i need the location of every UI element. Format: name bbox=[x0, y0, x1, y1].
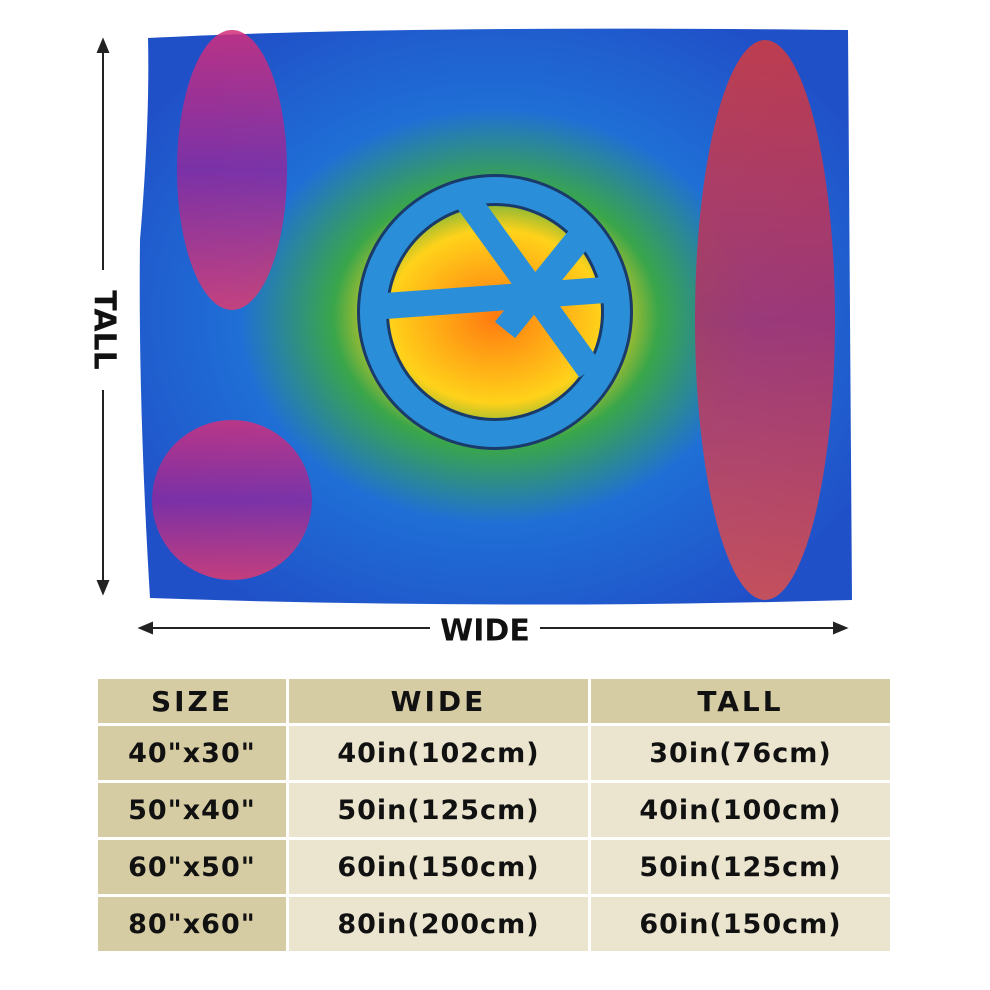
header-cell: SIZE bbox=[98, 679, 286, 723]
table-cell: 60in(150cm) bbox=[587, 897, 890, 951]
blanket bbox=[139, 28, 852, 605]
header-row: SIZE WIDE TALL bbox=[98, 679, 890, 723]
table-cell: 30in(76cm) bbox=[587, 726, 890, 780]
table-cell: 40in(100cm) bbox=[587, 783, 890, 837]
peace-sign bbox=[357, 174, 633, 450]
header-cell: WIDE bbox=[285, 679, 588, 723]
table-cell: 80"x60" bbox=[98, 897, 286, 951]
table-cell: 60"x50" bbox=[98, 840, 286, 894]
table-row: 40"x30" 40in(102cm) 30in(76cm) bbox=[98, 726, 890, 780]
table-cell: 80in(200cm) bbox=[285, 897, 588, 951]
wide-arrow bbox=[137, 621, 849, 635]
blanket-diagram: TALL WIDE bbox=[87, 28, 852, 649]
table-row: 50"x40" 50in(125cm) 40in(100cm) bbox=[98, 783, 890, 837]
header-cell: TALL bbox=[587, 679, 890, 723]
table-cell: 40"x30" bbox=[98, 726, 286, 780]
table-cell: 50"x40" bbox=[98, 783, 286, 837]
table-cell: 50in(125cm) bbox=[587, 840, 890, 894]
tall-label: TALL bbox=[87, 290, 122, 370]
table-cell: 60in(150cm) bbox=[285, 840, 588, 894]
size-table: SIZE WIDE TALL 40"x30" 40in(102cm) 30in(76cm)… bbox=[98, 676, 890, 954]
tall-arrow bbox=[96, 37, 110, 596]
table-row: 80"x60" 80in(200cm) 60in(150cm) bbox=[98, 897, 890, 951]
table-cell: 50in(125cm) bbox=[285, 783, 588, 837]
table-row: 60"x50" 60in(150cm) 50in(125cm) bbox=[98, 840, 890, 894]
table-cell: 40in(102cm) bbox=[285, 726, 588, 780]
wide-label: WIDE bbox=[440, 614, 530, 649]
